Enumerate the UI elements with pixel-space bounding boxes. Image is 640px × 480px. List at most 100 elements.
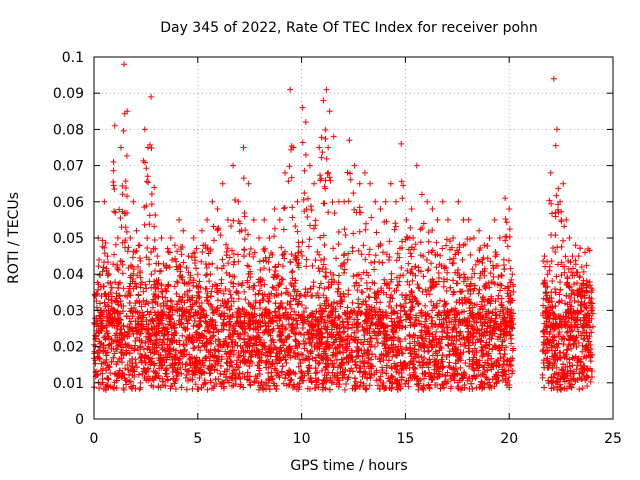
data-point	[112, 279, 119, 286]
data-point	[116, 279, 123, 286]
data-point	[560, 367, 567, 374]
data-point	[204, 323, 211, 330]
data-point	[363, 375, 370, 382]
data-point	[439, 381, 446, 388]
data-point	[289, 324, 296, 331]
data-point	[429, 247, 436, 254]
data-point	[308, 318, 315, 325]
data-point	[420, 359, 427, 366]
data-point	[323, 326, 330, 333]
data-point	[150, 368, 157, 375]
data-point	[162, 348, 169, 355]
data-point	[330, 349, 337, 356]
data-point	[342, 345, 349, 352]
data-point	[132, 360, 139, 367]
data-point	[492, 344, 499, 351]
data-point	[203, 328, 210, 335]
data-point	[320, 384, 327, 391]
data-point	[564, 328, 571, 335]
data-point	[324, 334, 331, 341]
data-point	[389, 353, 396, 360]
data-point	[565, 266, 572, 273]
data-point	[366, 246, 373, 253]
data-point	[469, 385, 476, 392]
data-point	[569, 327, 576, 334]
data-point	[572, 338, 579, 345]
data-point	[199, 359, 206, 366]
data-point	[369, 351, 376, 358]
data-point	[204, 386, 211, 393]
data-point	[267, 353, 274, 360]
data-point	[454, 379, 461, 386]
data-point	[426, 385, 433, 392]
data-point	[256, 386, 263, 393]
data-point	[402, 324, 409, 331]
data-point	[344, 319, 351, 326]
data-point	[417, 329, 424, 336]
data-point	[111, 350, 118, 357]
data-point	[405, 246, 412, 253]
data-point	[402, 380, 409, 387]
data-point	[108, 358, 115, 365]
data-point	[171, 380, 178, 387]
data-point	[447, 284, 454, 291]
data-point	[198, 384, 205, 391]
data-point	[367, 286, 374, 293]
data-point	[115, 267, 122, 273]
data-point	[428, 314, 435, 321]
data-point	[345, 359, 352, 366]
data-point	[229, 336, 236, 343]
data-point	[122, 340, 129, 347]
data-point	[229, 383, 236, 390]
data-point	[183, 386, 190, 393]
data-point	[474, 336, 481, 343]
data-point	[262, 359, 269, 366]
data-point	[226, 333, 233, 340]
data-point	[147, 349, 154, 356]
data-point	[587, 378, 594, 385]
data-point	[401, 308, 408, 315]
data-point	[491, 330, 498, 337]
data-point	[129, 313, 136, 320]
data-point	[231, 328, 238, 335]
data-point	[339, 318, 346, 325]
data-point	[307, 285, 314, 292]
data-point	[151, 309, 158, 316]
data-point	[406, 281, 413, 288]
data-point	[438, 360, 445, 367]
data-point	[562, 253, 569, 260]
data-point	[484, 242, 491, 249]
data-point	[350, 336, 357, 343]
data-point	[320, 348, 327, 355]
data-point	[246, 373, 253, 380]
data-point	[573, 344, 580, 351]
data-point	[444, 330, 451, 337]
data-point	[293, 317, 300, 324]
data-point	[382, 335, 389, 342]
data-point	[508, 276, 515, 283]
data-point	[540, 258, 547, 265]
data-point	[437, 252, 444, 259]
data-point	[390, 334, 397, 341]
data-point	[110, 158, 117, 165]
data-point	[313, 339, 320, 346]
data-point	[93, 368, 100, 375]
data-point	[574, 280, 581, 287]
data-point	[193, 245, 200, 252]
data-point	[508, 370, 515, 377]
data-point	[575, 339, 582, 346]
data-point	[363, 386, 370, 393]
data-point	[166, 341, 173, 348]
data-point	[497, 287, 504, 294]
data-point	[287, 354, 294, 361]
data-point	[495, 362, 502, 369]
data-point	[126, 300, 133, 307]
data-point	[98, 367, 105, 374]
data-point	[240, 253, 247, 260]
data-point	[386, 285, 393, 292]
data-point	[221, 368, 228, 375]
data-point	[156, 336, 163, 343]
data-point	[272, 353, 279, 360]
data-point	[211, 382, 218, 389]
data-point	[269, 361, 276, 368]
